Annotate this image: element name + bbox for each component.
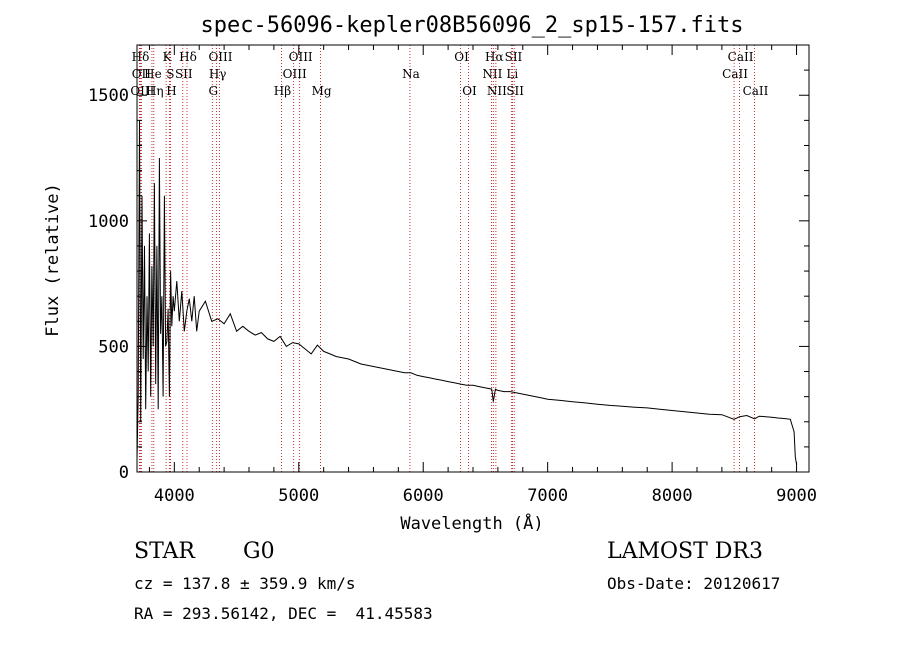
line-label-28: CaII	[743, 84, 769, 98]
line-label-11: Hγ	[209, 67, 227, 81]
line-label-27: CaII	[722, 67, 748, 81]
survey-name: LAMOST DR3	[607, 539, 763, 564]
spectrum-series-line	[136, 120, 798, 465]
redshift-info: cz = 137.8 ± 359.9 km/s	[134, 574, 356, 593]
line-label-25: SII	[506, 84, 524, 98]
object-subclass: G0	[243, 539, 275, 564]
plot-frame	[136, 44, 810, 473]
x-tick-label-5: 9000	[776, 486, 817, 506]
line-label-9: SII	[175, 67, 193, 81]
x-tick-label-1: 5000	[278, 486, 319, 506]
line-label-20: Hα	[485, 50, 504, 64]
y-tick-label-2: 1000	[88, 212, 129, 232]
line-label-3: He	[144, 67, 162, 81]
y-tick-label-3: 1500	[88, 86, 129, 106]
line-label-22: NII	[487, 84, 507, 98]
obs-date: Obs-Date: 20120617	[607, 574, 781, 593]
line-label-18: OI	[454, 50, 469, 64]
line-label-15: Hβ	[274, 84, 291, 98]
x-tick-label-3: 7000	[527, 486, 568, 506]
emission-line-markers: HδOIIOIIIHeHηKSHHδSIIOIIIHγGOIIIOIIIHβMg…	[130, 45, 769, 472]
line-label-2: OIII	[130, 84, 154, 98]
line-label-26: CaII	[728, 50, 754, 64]
x-tick-label-4: 8000	[652, 486, 693, 506]
x-tick-label-2: 6000	[403, 486, 444, 506]
line-label-10: OIII	[208, 50, 232, 64]
coordinates: RA = 293.56142, DEC = 41.45583	[134, 604, 433, 623]
x-axis-label: Wavelength (Å)	[400, 512, 543, 534]
x-tick-label-0: 4000	[154, 486, 195, 506]
line-label-21: NII	[482, 67, 502, 81]
object-type: STAR	[134, 539, 195, 564]
y-tick-label-0: 0	[119, 463, 129, 483]
line-label-8: Hδ	[179, 50, 197, 64]
line-label-12: G	[208, 84, 218, 98]
chart-title: spec-56096-kepler08B56096_2_sp15-157.fit…	[200, 13, 743, 38]
line-label-14: OIII	[283, 67, 307, 81]
line-label-24: Li	[506, 67, 518, 81]
y-axis-label: Flux (relative)	[43, 183, 63, 337]
line-label-7: H	[166, 84, 176, 98]
line-label-6: S	[166, 67, 174, 81]
line-label-19: OI	[462, 84, 477, 98]
line-label-16: Mg	[312, 84, 332, 98]
axis-ticks: 4000 5000 6000 7000 8000 9000 0 500 1000 1500	[88, 44, 817, 506]
line-label-5: K	[163, 50, 173, 64]
line-label-4: Hη	[146, 84, 164, 98]
line-label-17: Na	[402, 67, 420, 81]
line-label-13: OIII	[289, 50, 313, 64]
y-tick-label-1: 500	[98, 337, 129, 357]
line-label-23: SII	[505, 50, 523, 64]
